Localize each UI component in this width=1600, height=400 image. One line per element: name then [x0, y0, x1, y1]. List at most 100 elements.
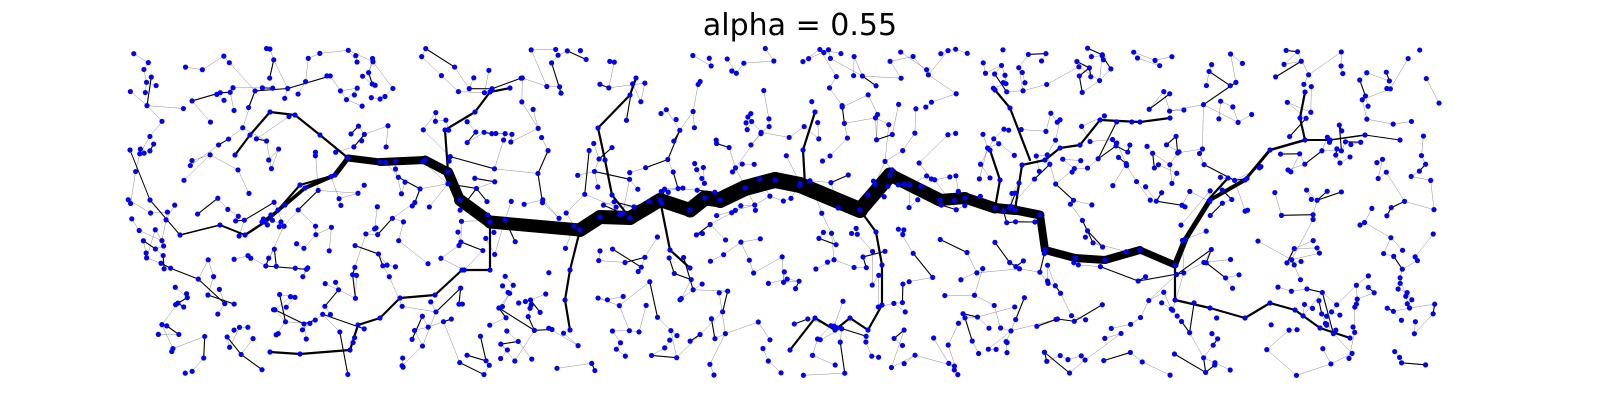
minor-edge [1356, 292, 1375, 300]
network-node [1232, 177, 1238, 184]
network-node [491, 166, 498, 172]
minor-edge [149, 121, 163, 137]
network-node [1082, 317, 1089, 323]
network-node [1428, 177, 1434, 183]
network-node [172, 284, 178, 290]
network-node [1319, 148, 1325, 154]
minor-edge [1078, 66, 1100, 81]
minor-edge [172, 336, 205, 349]
network-node [1075, 262, 1081, 268]
network-node [1384, 85, 1390, 92]
minor-edge [1141, 361, 1171, 376]
network-node [236, 324, 243, 330]
minor-edge [1393, 307, 1410, 312]
network-node [383, 144, 389, 150]
minor-edge [1294, 247, 1318, 249]
network-node [1082, 234, 1089, 240]
network-node [831, 257, 837, 263]
minor-edge [338, 192, 359, 199]
network-node [233, 218, 239, 224]
network-node [231, 256, 237, 262]
minor-edge [423, 129, 451, 157]
network-node [1399, 247, 1406, 253]
minor-edge [466, 132, 485, 143]
network-node [271, 246, 277, 252]
network-node [377, 159, 383, 165]
network-node [205, 292, 211, 298]
branch-edge [1138, 116, 1172, 124]
network-node [1082, 357, 1088, 363]
network-node [260, 216, 267, 222]
network-node [312, 223, 319, 229]
network-node [1101, 357, 1107, 364]
network-node [1167, 162, 1173, 168]
minor-edge [1287, 163, 1306, 171]
network-node [674, 333, 680, 339]
network-node [158, 260, 164, 266]
network-node [297, 351, 303, 357]
network-node [1309, 305, 1316, 311]
network-node [1401, 198, 1408, 204]
minor-edge [522, 77, 548, 87]
minor-edge [185, 66, 203, 70]
network-node [627, 92, 633, 98]
minor-edge [256, 116, 290, 140]
branch-edge [1298, 116, 1307, 142]
minor-edge [287, 75, 331, 90]
minor-edge [130, 171, 136, 204]
minor-edge [1137, 57, 1160, 66]
network-node [307, 320, 313, 326]
network-node [459, 301, 465, 307]
minor-edge [1234, 180, 1246, 212]
trunk-edge [1036, 211, 1049, 254]
network-node [1209, 331, 1215, 337]
network-node [611, 199, 617, 205]
trunk-edge [344, 154, 384, 166]
network-node [1388, 205, 1394, 211]
branch-edge [568, 228, 582, 272]
network-node [767, 337, 773, 343]
minor-edge [346, 87, 358, 100]
network-node [1397, 275, 1403, 281]
network-node [1244, 175, 1250, 182]
network-node [1242, 315, 1248, 321]
network-node [492, 179, 498, 185]
minor-edge [760, 132, 790, 138]
network-node [225, 206, 231, 212]
network-node [493, 130, 499, 137]
network-node [1036, 168, 1042, 174]
network-node [1012, 207, 1018, 213]
network-node [1150, 150, 1156, 156]
minor-edge [146, 105, 184, 109]
network-node [658, 200, 665, 206]
minor-edge [1169, 104, 1204, 112]
network-node [508, 139, 514, 145]
network-node [633, 75, 639, 81]
network-node [259, 85, 266, 91]
network-node [1022, 80, 1028, 86]
network-node [980, 60, 986, 66]
network-node [504, 328, 510, 334]
minor-edge [447, 183, 477, 190]
minor-edge [1045, 112, 1052, 132]
minor-edge [768, 278, 788, 284]
network-node [161, 266, 167, 272]
network-node [133, 168, 139, 175]
network-node [153, 82, 159, 89]
network-node [1422, 362, 1429, 368]
branch-edge [248, 110, 272, 137]
minor-edge [862, 250, 886, 258]
minor-edge [229, 327, 240, 348]
minor-edge [458, 91, 485, 93]
minor-edge [398, 240, 429, 264]
network-node [1146, 106, 1152, 112]
network-node [1390, 308, 1396, 314]
minor-edge [1027, 53, 1047, 55]
network-node [654, 234, 660, 240]
network-node [713, 137, 719, 143]
minor-edge [191, 357, 204, 372]
network-node [1310, 238, 1316, 244]
network-node [270, 85, 276, 91]
network-node [144, 103, 150, 109]
network-node [528, 47, 534, 53]
